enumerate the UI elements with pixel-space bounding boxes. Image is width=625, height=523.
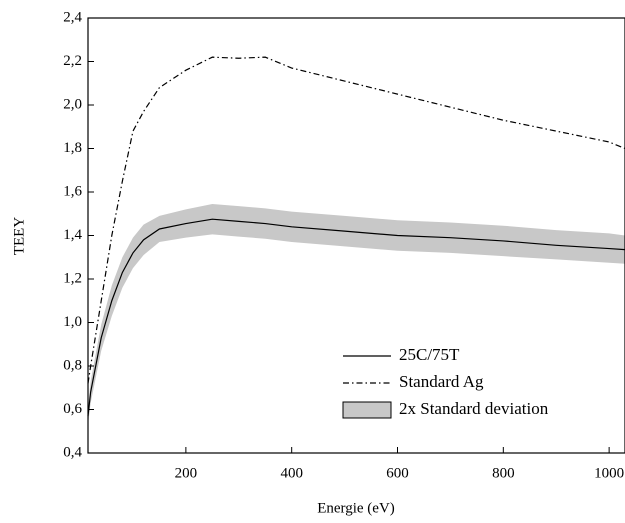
x-tick-label: 200: [175, 465, 198, 481]
y-tick-label: 1,8: [63, 140, 82, 156]
y-tick-label: 1,2: [63, 270, 82, 286]
line-series: [87, 218, 625, 417]
y-tick-label: 1,6: [63, 183, 82, 199]
line-series: [87, 56, 625, 384]
y-tick-label: 0,6: [63, 401, 82, 417]
legend-swatch: [342, 401, 392, 419]
x-tick-label: 600: [386, 465, 409, 481]
y-tick-label: 2,0: [63, 96, 82, 112]
x-tick-label: 1000: [594, 465, 624, 481]
y-tick-label: 0,4: [63, 444, 82, 460]
y-axis-label: TEEY: [11, 217, 27, 255]
y-tick-label: 1,0: [63, 314, 82, 330]
deviation-band: [88, 203, 625, 425]
legend-label: 25C/75T: [399, 345, 460, 364]
x-tick-label: 800: [492, 465, 515, 481]
y-tick-label: 0,8: [63, 357, 82, 373]
x-axis-label: Energie (eV): [317, 500, 395, 516]
y-tick-label: 1,4: [63, 227, 82, 243]
legend-label: Standard Ag: [399, 372, 484, 391]
y-tick-label: 2,2: [63, 53, 82, 69]
y-tick-label: 2,4: [63, 9, 82, 25]
legend-label: 2x Standard deviation: [399, 399, 549, 418]
x-tick-label: 400: [280, 465, 303, 481]
